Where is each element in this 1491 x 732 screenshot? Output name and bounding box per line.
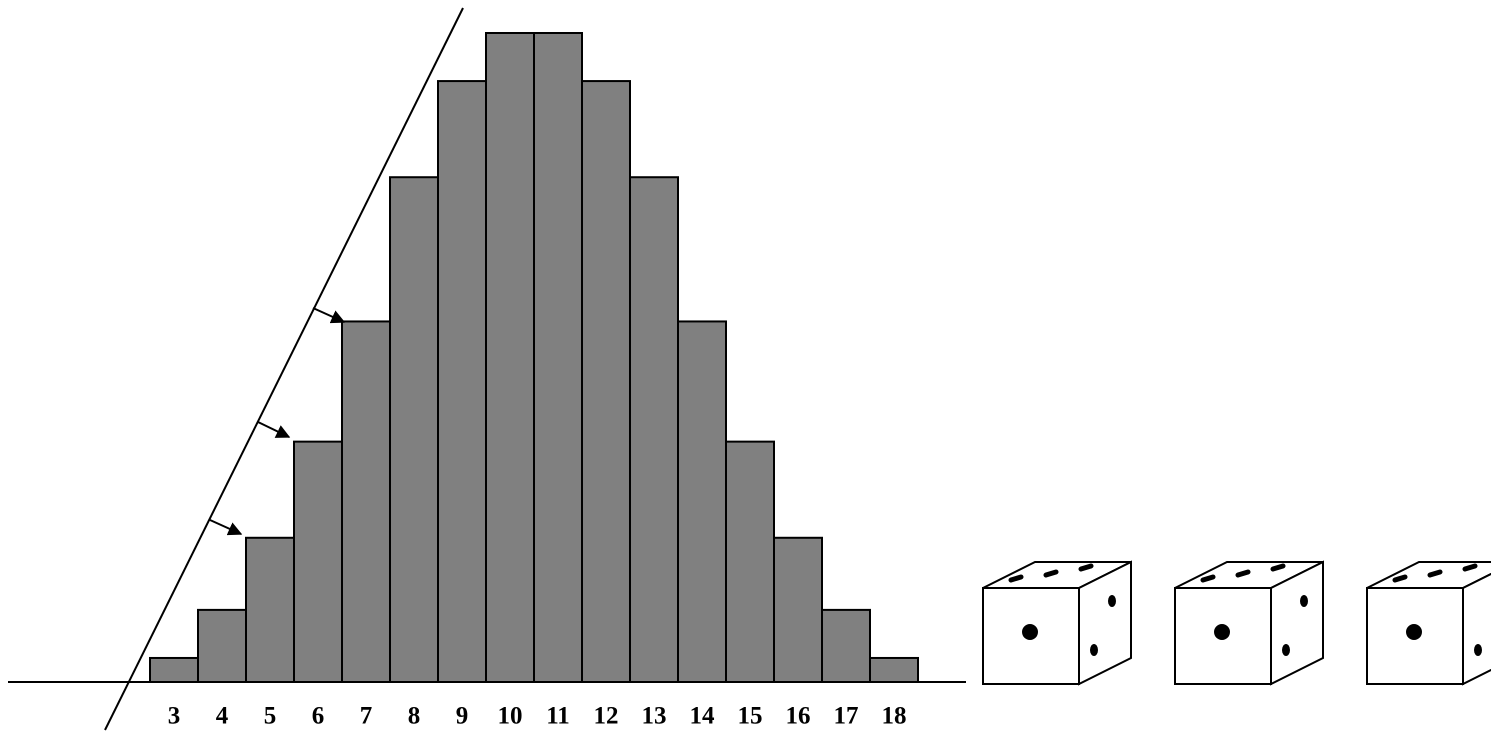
die (1175, 562, 1323, 684)
arrow (210, 520, 241, 534)
x-tick-label: 10 (498, 703, 523, 730)
bar (438, 81, 486, 682)
page: {"chart_data": {"type": "bar", "categori… (0, 0, 1491, 732)
bar (294, 442, 342, 682)
bar (342, 321, 390, 682)
chart: 3 4 5 6 7 8 9 10 11 12 13 14 15 16 17 18 (0, 0, 1491, 732)
bar (822, 610, 870, 682)
bar (246, 538, 294, 682)
bar (534, 33, 582, 682)
arrow (313, 308, 344, 322)
bar (198, 610, 246, 682)
x-tick-label: 6 (312, 703, 325, 730)
x-tick-label: 18 (882, 703, 907, 730)
arrow (258, 422, 289, 437)
bar (726, 442, 774, 682)
x-tick-label: 17 (834, 703, 859, 730)
x-tick-label: 3 (168, 703, 181, 730)
die (1367, 562, 1491, 684)
x-tick-label: 8 (408, 703, 421, 730)
die (983, 562, 1131, 684)
bar (870, 658, 918, 682)
bar (390, 177, 438, 682)
bars (150, 33, 918, 682)
x-tick-label: 15 (738, 703, 763, 730)
x-tick-label: 7 (360, 703, 373, 730)
x-tick-label: 4 (216, 703, 229, 730)
x-tick-label: 9 (456, 703, 469, 730)
bar (774, 538, 822, 682)
x-tick-label: 13 (642, 703, 667, 730)
bar (630, 177, 678, 682)
bar (150, 658, 198, 682)
x-tick-label: 11 (546, 703, 570, 730)
bar (678, 321, 726, 682)
x-tick-label: 14 (690, 703, 716, 730)
x-tick-label: 12 (594, 703, 619, 730)
bar (582, 81, 630, 682)
x-tick-label: 5 (264, 703, 277, 730)
bar (486, 33, 534, 682)
x-tick-label: 16 (786, 703, 811, 730)
